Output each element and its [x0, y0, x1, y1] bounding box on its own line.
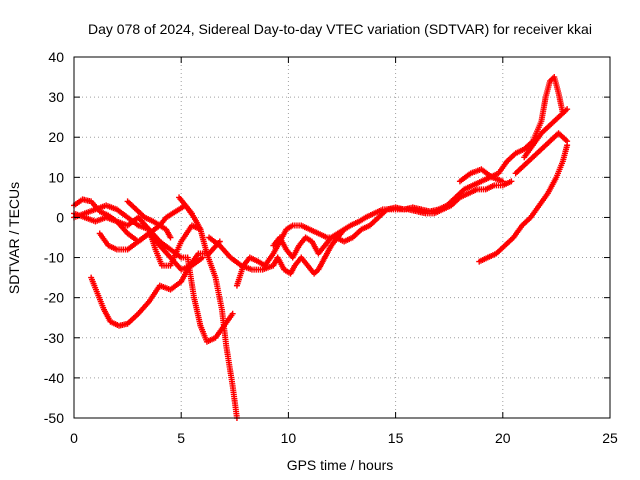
y-tick-label: 0 [56, 209, 64, 225]
series-track-14 [456, 166, 506, 185]
series-track-10 [270, 226, 348, 261]
gridlines [74, 57, 610, 418]
series-track-6 [124, 198, 174, 241]
y-tick-label: -30 [44, 330, 64, 346]
series-track-9 [233, 74, 566, 289]
data-point [499, 178, 506, 185]
y-tick-label: -20 [44, 290, 64, 306]
y-axis-label: SDTVAR / TECUs [6, 182, 22, 294]
data-point [229, 310, 236, 317]
x-tick-label: 25 [602, 430, 618, 446]
series-track-7 [176, 194, 204, 233]
x-tick-label: 5 [177, 430, 185, 446]
chart-title: Day 078 of 2024, Sidereal Day-to-day VTE… [88, 21, 592, 37]
axis-ticks: 0 5 10 15 20 25 -50 -40 -30 -20 -10 0 10 20 30 40 [44, 49, 618, 446]
data-point [564, 138, 571, 145]
series-track-13 [521, 106, 571, 161]
series-track-4 [88, 238, 223, 329]
data-point [341, 226, 348, 233]
data-point [197, 226, 204, 233]
y-tick-label: -50 [44, 410, 64, 426]
x-tick-label: 15 [388, 430, 404, 446]
data-point [167, 234, 174, 241]
plot-frame [73, 56, 611, 419]
data-point [508, 178, 515, 185]
series-track-12 [512, 130, 571, 177]
x-axis-label: GPS time / hours [287, 457, 394, 473]
y-tick-label: 40 [48, 49, 64, 65]
x-tick-label: 0 [70, 430, 78, 446]
series-track-3 [71, 202, 236, 345]
data-points [71, 74, 571, 421]
y-tick-label: -10 [44, 250, 64, 266]
x-tick-label: 10 [281, 430, 297, 446]
y-tick-label: 20 [48, 129, 64, 145]
data-point [564, 106, 571, 113]
x-tick-label: 20 [495, 430, 511, 446]
y-tick-label: -40 [44, 370, 64, 386]
y-tick-label: 30 [48, 89, 64, 105]
series-track-11 [476, 142, 571, 265]
y-tick-label: 10 [48, 169, 64, 185]
series-track-8 [206, 178, 515, 277]
